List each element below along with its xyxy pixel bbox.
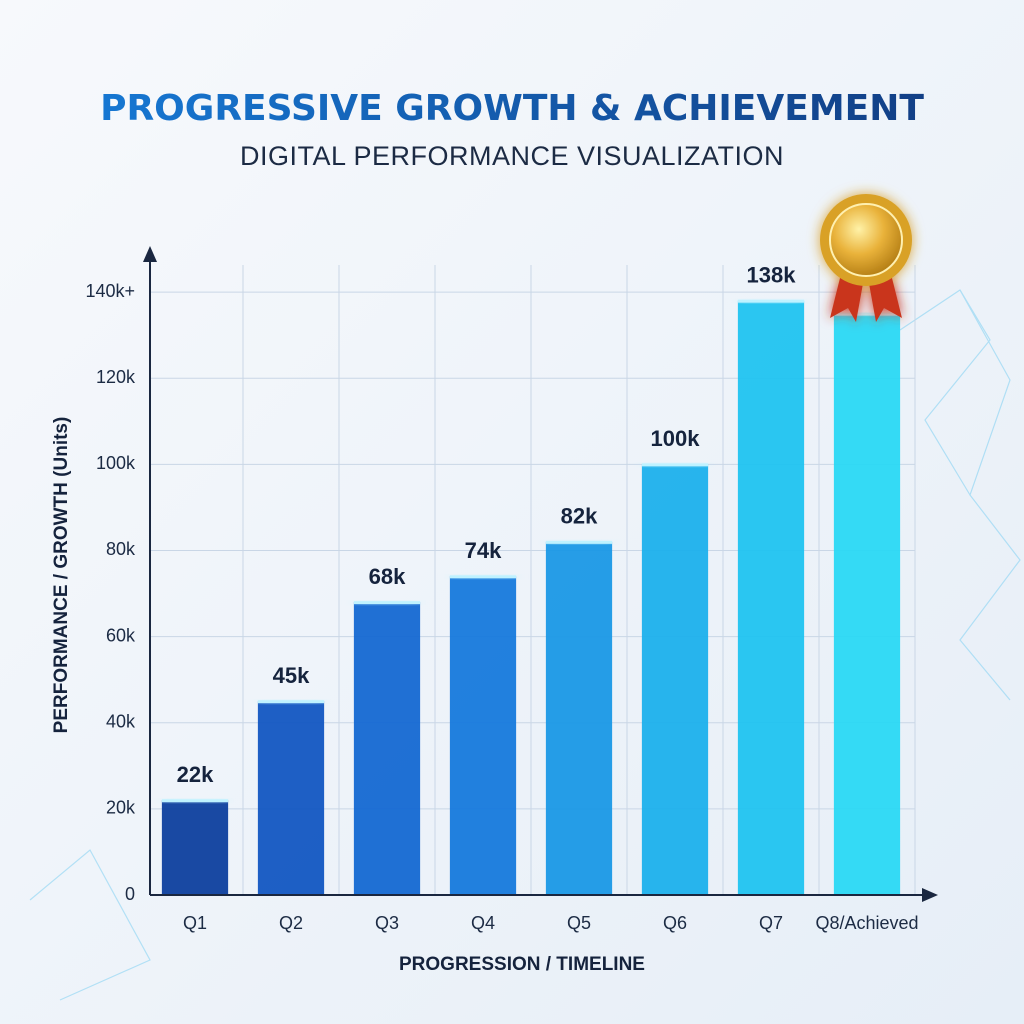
bar-cap — [257, 700, 325, 704]
bar — [449, 576, 517, 895]
network-line — [29, 849, 151, 1001]
x-axis-title: PROGRESSION / TIMELINE — [399, 954, 645, 975]
y-tick-label: 20k — [106, 798, 136, 818]
network-line — [899, 289, 991, 496]
bar — [641, 464, 709, 895]
axes — [143, 246, 938, 902]
y-tick-label: 40k — [106, 711, 136, 731]
y-tick-label: 0 — [125, 884, 135, 904]
bar — [545, 541, 613, 895]
value-label: 68k — [369, 564, 406, 589]
bar-cap — [161, 799, 229, 803]
value-label: 74k — [465, 538, 502, 563]
chart-subtitle: DIGITAL PERFORMANCE VISUALIZATION — [240, 141, 784, 171]
network-line — [959, 289, 1021, 701]
y-tick-label: 60k — [106, 625, 136, 645]
x-tick-label: Q8/Achieved — [815, 913, 918, 933]
y-axis-arrow — [143, 246, 157, 262]
x-axis-arrow — [922, 888, 938, 902]
x-tick-label: Q6 — [663, 913, 687, 933]
bars — [161, 299, 901, 896]
bar-cap — [353, 601, 421, 605]
y-tick-label: 120k — [96, 367, 136, 387]
x-tick-label: Q3 — [375, 913, 399, 933]
bar — [353, 602, 421, 895]
y-axis-title: PERFORMANCE / GROWTH (Units) — [51, 417, 72, 734]
medal — [820, 194, 912, 322]
x-tick-label: Q4 — [471, 913, 495, 933]
x-tick-label: Q2 — [279, 913, 303, 933]
bar-cap — [545, 540, 613, 544]
medal-face — [829, 203, 903, 277]
bar-cap — [737, 299, 805, 303]
value-label: 138k — [747, 262, 797, 287]
y-tick-label: 80k — [106, 539, 136, 559]
y-tick-label: 100k — [96, 453, 136, 473]
value-label: 100k — [651, 426, 701, 451]
chart-title: PROGRESSIVE GROWTH & ACHIEVEMENT — [100, 88, 924, 129]
bar — [161, 800, 229, 895]
bar — [257, 701, 325, 895]
y-tick-label: 140k+ — [85, 281, 135, 301]
value-label: 22k — [177, 762, 214, 787]
bar-cap — [449, 575, 517, 579]
value-label: 45k — [273, 663, 310, 688]
x-tick-label: Q1 — [183, 913, 207, 933]
bar — [737, 300, 805, 895]
bar-cap — [641, 463, 709, 467]
x-tick-label: Q5 — [567, 913, 591, 933]
bar-cap — [833, 312, 901, 316]
value-label: 82k — [561, 504, 598, 529]
x-tick-label: Q7 — [759, 913, 783, 933]
network-decoration — [29, 289, 1021, 1001]
bar — [833, 313, 901, 896]
